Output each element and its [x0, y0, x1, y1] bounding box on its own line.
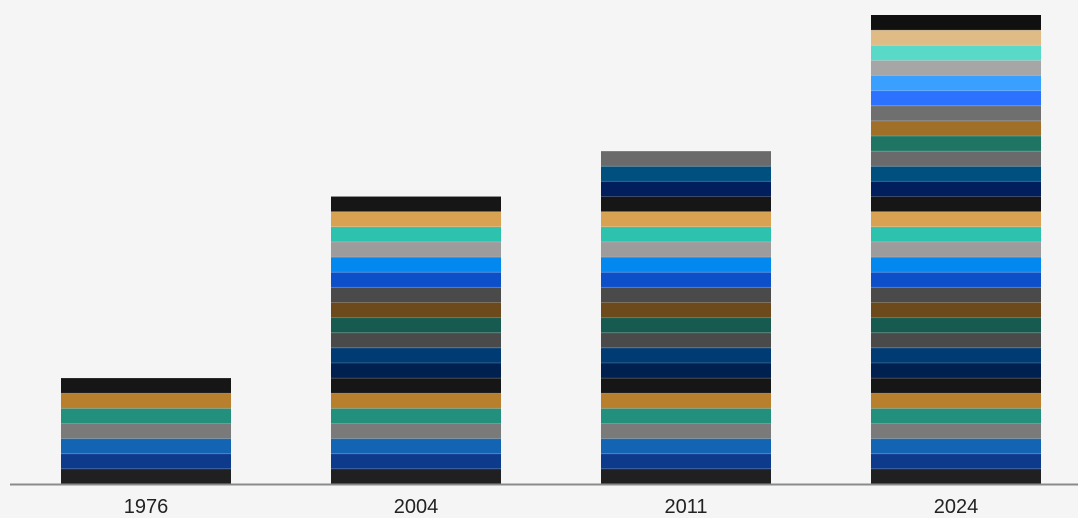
bar-segment: [331, 362, 501, 379]
bar-segment: [331, 332, 501, 348]
bar-segment: [601, 272, 771, 288]
bar-segment: [331, 408, 501, 424]
bar-segment: [331, 468, 501, 484]
bar-segment: [331, 287, 501, 303]
bar-segment: [871, 105, 1041, 121]
bar-segment: [871, 166, 1041, 182]
bar-segment: [331, 272, 501, 288]
bar-segment: [871, 30, 1041, 46]
x-tick-label-2011: 2011: [664, 496, 707, 518]
bar-segment: [871, 453, 1041, 469]
bar-segment: [871, 332, 1041, 348]
bar-segment: [601, 347, 771, 363]
bar-segment: [601, 378, 771, 394]
bar-segment: [61, 378, 231, 394]
bar-segment: [601, 332, 771, 348]
bar-segment: [871, 196, 1041, 212]
bar-segment: [871, 75, 1041, 91]
bar-segment: [61, 423, 231, 439]
bar-segment: [871, 362, 1041, 379]
x-tick-label-2024: 2024: [934, 496, 979, 518]
bar-segment: [601, 438, 771, 454]
bar-segment: [331, 226, 501, 242]
bar-segment: [61, 453, 231, 469]
bar-stack-2024: [871, 15, 1041, 484]
bar-segment: [871, 257, 1041, 273]
bar-stacks: [61, 15, 1041, 484]
bar-segment: [331, 196, 501, 212]
bar-segment: [871, 241, 1041, 258]
bar-segment: [871, 45, 1041, 61]
bar-segment: [871, 408, 1041, 424]
bar-segment: [331, 378, 501, 394]
bar-segment: [331, 257, 501, 273]
bar-segment: [331, 302, 501, 318]
bar-segment: [871, 136, 1041, 152]
bar-segment: [61, 468, 231, 484]
bar-segment: [601, 166, 771, 182]
bar-segment: [61, 393, 231, 409]
bar-stack-2004: [331, 196, 501, 484]
bar-segment: [871, 90, 1041, 106]
bar-segment: [871, 287, 1041, 303]
bar-segment: [871, 15, 1041, 31]
bar-segment: [331, 438, 501, 454]
bar-segment: [61, 438, 231, 454]
bar-stack-2011: [601, 151, 771, 484]
bar-segment: [871, 347, 1041, 363]
bar-segment: [871, 226, 1041, 242]
bar-segment: [601, 408, 771, 424]
bar-segment: [331, 241, 501, 258]
bar-segment: [601, 287, 771, 303]
bar-segment: [601, 257, 771, 273]
bar-segment: [331, 347, 501, 363]
bar-segment: [871, 272, 1041, 288]
bar-segment: [871, 423, 1041, 439]
bar-segment: [331, 453, 501, 469]
bar-segment: [601, 226, 771, 242]
bar-segment: [871, 468, 1041, 484]
x-axis-tick-labels: 1976 2004 2011 2024: [124, 496, 979, 518]
bar-segment: [601, 423, 771, 439]
x-tick-label-1976: 1976: [124, 496, 169, 518]
bar-segment: [871, 120, 1041, 137]
bar-segment: [331, 423, 501, 439]
bar-segment: [871, 211, 1041, 227]
bar-segment: [871, 393, 1041, 409]
bar-segment: [601, 393, 771, 409]
bar-segment: [871, 302, 1041, 318]
bar-segment: [331, 211, 501, 227]
bar-segment: [331, 393, 501, 409]
bar-segment: [871, 60, 1041, 76]
x-tick-label-2004: 2004: [394, 496, 439, 518]
bar-segment: [601, 362, 771, 379]
bar-segment: [871, 438, 1041, 454]
bar-segment: [871, 317, 1041, 333]
bar-segment: [601, 196, 771, 212]
bar-stack-1976: [61, 378, 231, 484]
bar-segment: [601, 453, 771, 469]
bar-segment: [601, 468, 771, 484]
bar-segment: [601, 302, 771, 318]
bar-segment: [601, 211, 771, 227]
bar-segment: [871, 151, 1041, 167]
bar-segment: [601, 151, 771, 167]
bar-segment: [601, 181, 771, 197]
bar-segment: [601, 317, 771, 333]
bar-segment: [331, 317, 501, 333]
bar-segment: [871, 181, 1041, 197]
bar-segment: [61, 408, 231, 424]
bar-segment: [601, 241, 771, 258]
bar-segment: [871, 378, 1041, 394]
